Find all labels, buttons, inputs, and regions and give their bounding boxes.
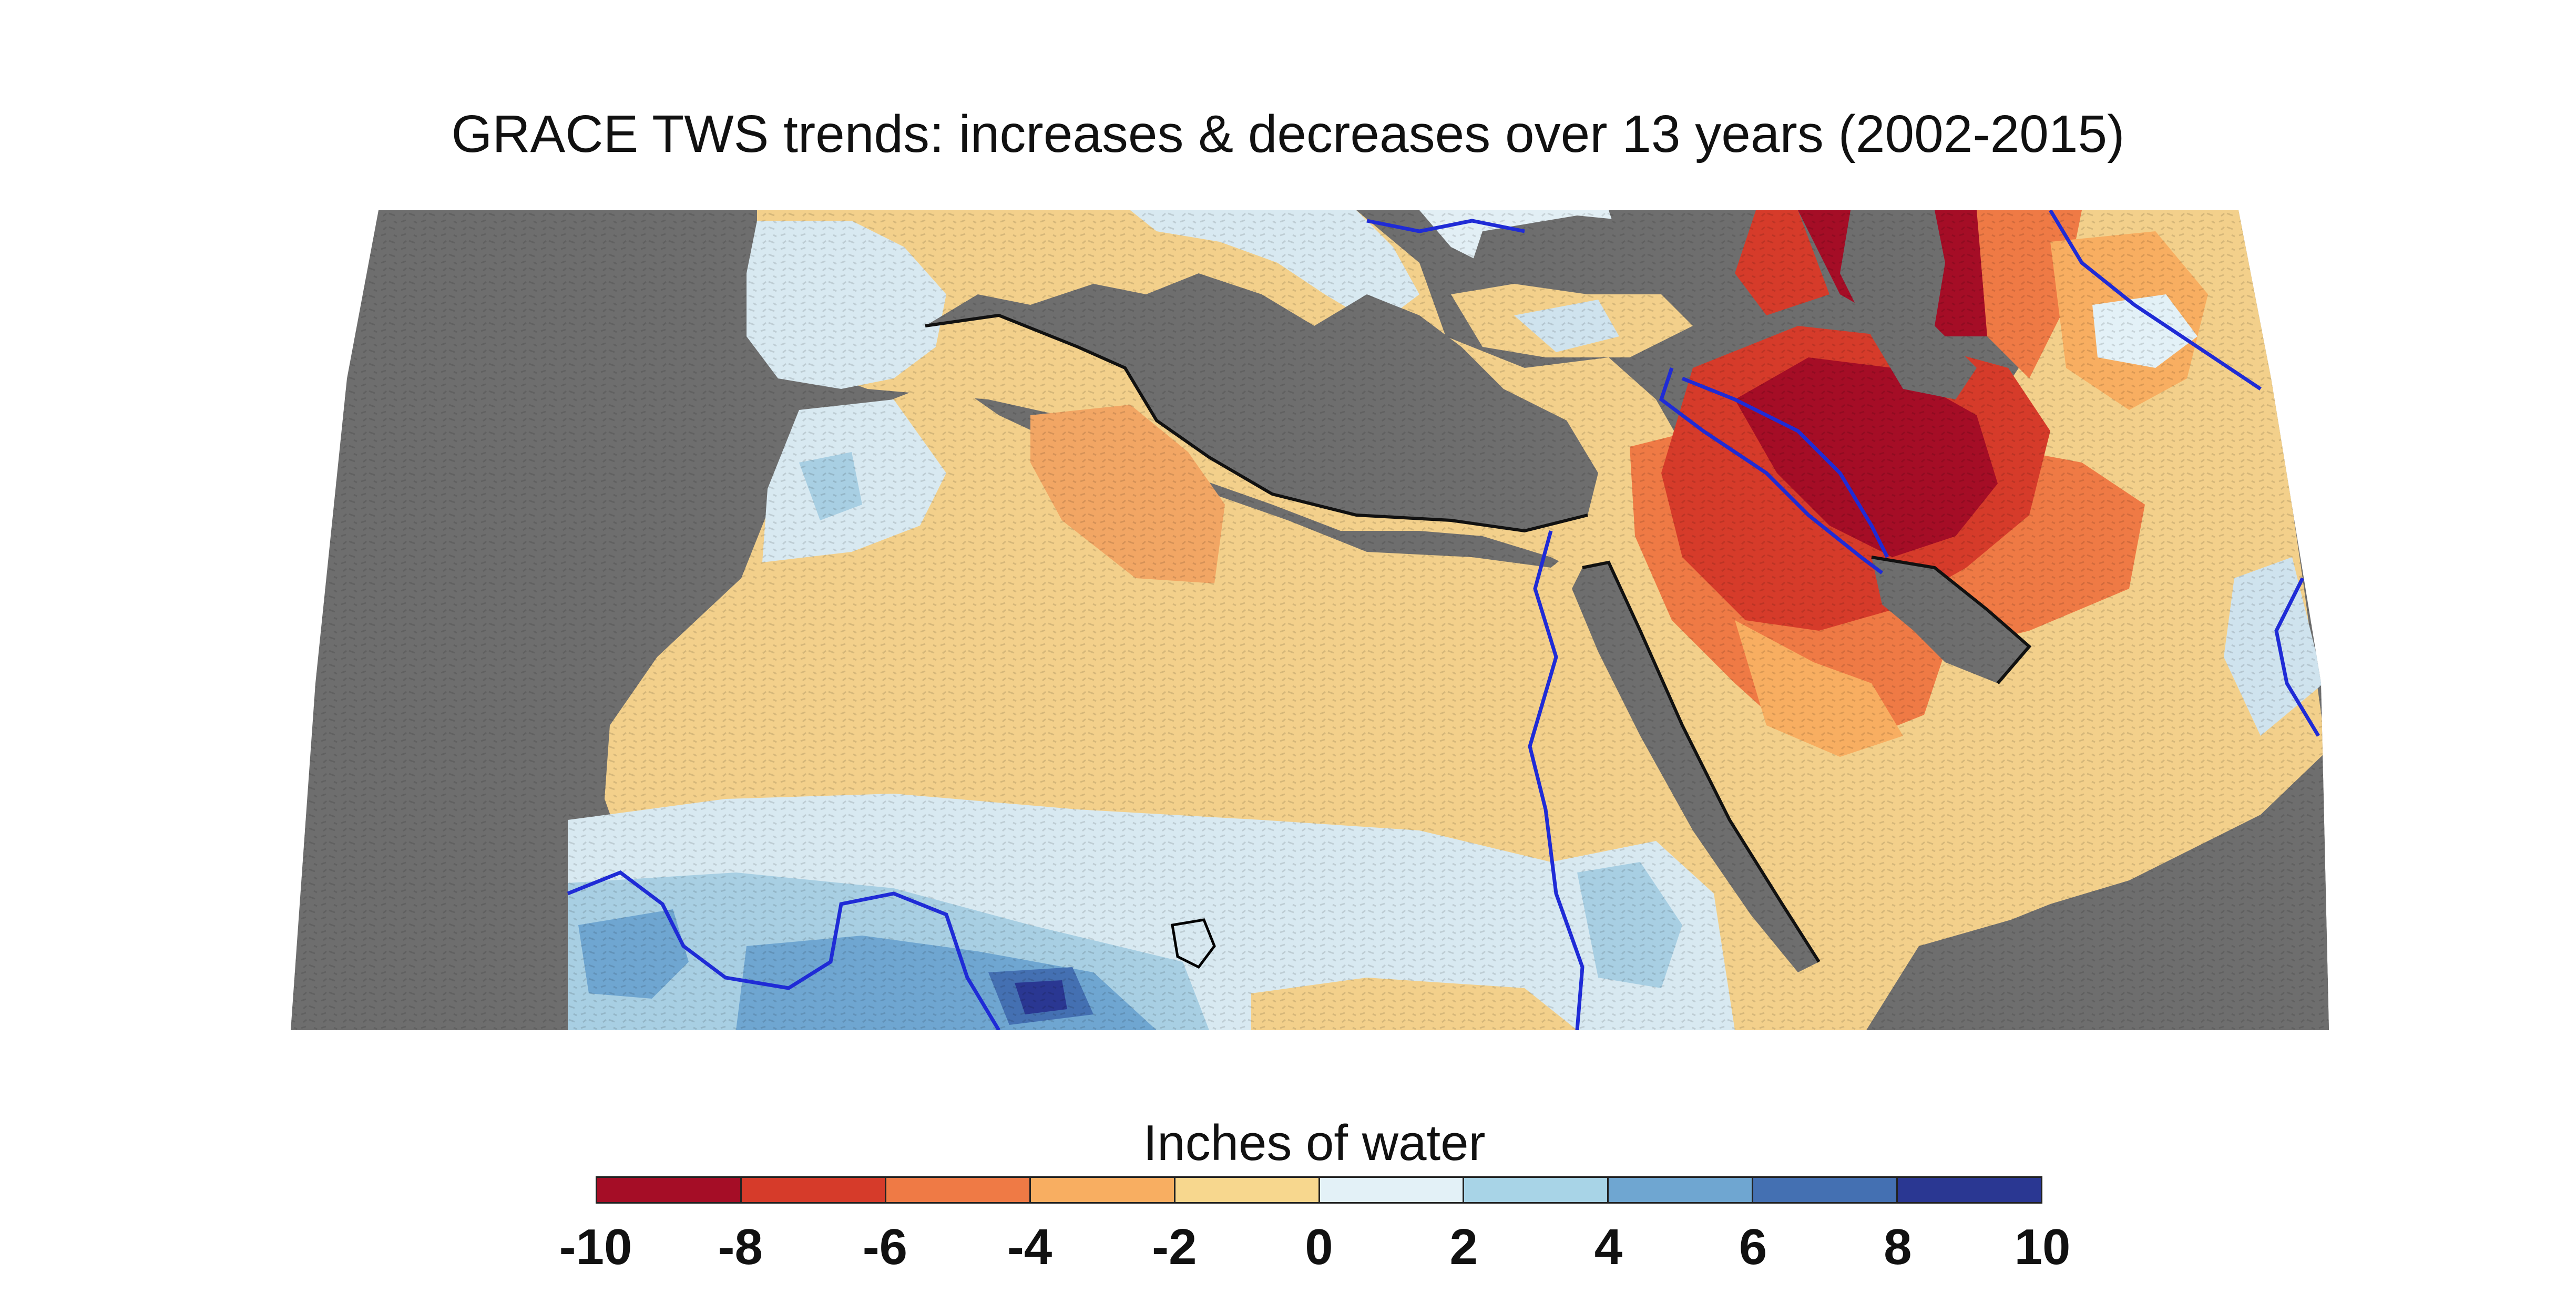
colorbar-swatch: [597, 1178, 742, 1202]
colorbar-swatch: [741, 1178, 886, 1202]
colorbar-swatch: [1753, 1178, 1898, 1202]
danube-river: [1366, 219, 1525, 233]
colorbar-swatch: [1320, 1178, 1465, 1202]
colorbar-swatch: [1175, 1178, 1320, 1202]
colorbar-swatch: [1609, 1178, 1754, 1202]
colorbar-tick-label: 10: [2014, 1219, 2071, 1275]
colorbar-swatch: [1464, 1178, 1609, 1202]
tigris-river: [1681, 376, 1889, 558]
legend-label: Inches of water: [1143, 1115, 1486, 1171]
colorbar-tick-label: 6: [1739, 1219, 1767, 1275]
colorbar-tick-label: -6: [862, 1219, 908, 1275]
colorbar-tick-label: 4: [1594, 1219, 1623, 1275]
lake-chad: [1171, 918, 1216, 969]
nile-river: [1528, 530, 1585, 1030]
colorbar-tick-label: 8: [1884, 1219, 1912, 1275]
euphrates-river: [1659, 367, 1884, 574]
colorbar-tick-label: -2: [1152, 1219, 1197, 1275]
colorbar-tick-label: -10: [559, 1219, 632, 1275]
colorbar: [596, 1176, 2042, 1204]
colorbar-tick-label: 2: [1449, 1219, 1478, 1275]
indus-river: [2274, 577, 2321, 737]
map-title: GRACE TWS trends: increases & decreases …: [451, 105, 2125, 163]
coastline-outline: [925, 313, 2032, 963]
niger-river: [567, 870, 1001, 1030]
colorbar-swatch: [1030, 1178, 1175, 1202]
rivers: [567, 210, 2321, 1030]
colorbar-tick-label: -8: [718, 1219, 763, 1275]
amu-darya-river: [2048, 210, 2262, 391]
colorbar-tick-label: -4: [1007, 1219, 1052, 1275]
colorbar-swatch: [1898, 1178, 2041, 1202]
map-frame: [291, 210, 2329, 1030]
colorbar-tick-label: 0: [1305, 1219, 1333, 1275]
colorbar-swatch: [886, 1178, 1031, 1202]
